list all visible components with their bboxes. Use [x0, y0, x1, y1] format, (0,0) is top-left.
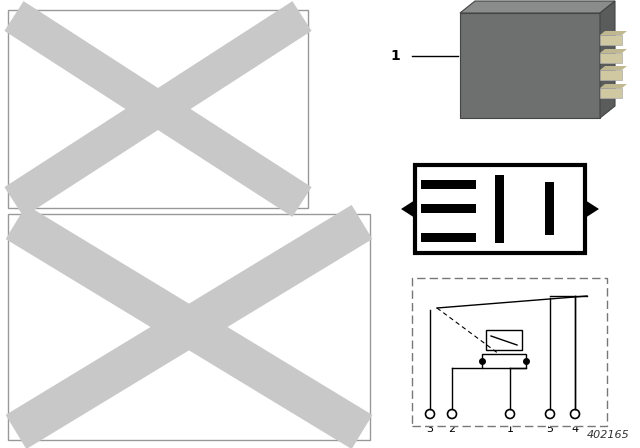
Polygon shape — [4, 1, 312, 217]
Polygon shape — [6, 205, 372, 448]
Text: 5: 5 — [547, 424, 554, 434]
Polygon shape — [600, 31, 627, 35]
Bar — [8, 10, 308, 208]
Text: 1: 1 — [506, 424, 513, 434]
Text: 3: 3 — [426, 424, 433, 434]
Polygon shape — [600, 49, 627, 53]
Text: 1: 1 — [390, 49, 400, 63]
Bar — [412, 278, 607, 426]
Text: 5: 5 — [495, 247, 503, 257]
Text: 4: 4 — [572, 424, 579, 434]
Bar — [421, 204, 476, 213]
Bar — [421, 233, 476, 242]
Bar — [8, 214, 370, 440]
Bar — [600, 88, 622, 98]
Bar — [460, 13, 600, 118]
Polygon shape — [460, 1, 615, 13]
Polygon shape — [6, 205, 372, 448]
Text: 4: 4 — [479, 204, 487, 214]
Bar — [421, 180, 476, 189]
Bar — [545, 182, 554, 235]
Text: 2: 2 — [479, 180, 487, 190]
Bar — [600, 35, 622, 45]
Bar — [486, 330, 522, 350]
Polygon shape — [585, 200, 599, 218]
Bar — [415, 165, 585, 253]
Bar — [495, 175, 504, 243]
Polygon shape — [401, 200, 415, 218]
Text: 402165: 402165 — [588, 430, 630, 440]
Bar — [482, 354, 526, 368]
Text: 1: 1 — [479, 233, 487, 243]
Bar — [600, 53, 622, 63]
Polygon shape — [600, 66, 627, 70]
Bar — [600, 70, 622, 80]
Polygon shape — [600, 1, 615, 118]
Polygon shape — [600, 84, 627, 88]
Text: 3: 3 — [558, 204, 566, 214]
Polygon shape — [4, 1, 312, 217]
Text: 2: 2 — [449, 424, 456, 434]
